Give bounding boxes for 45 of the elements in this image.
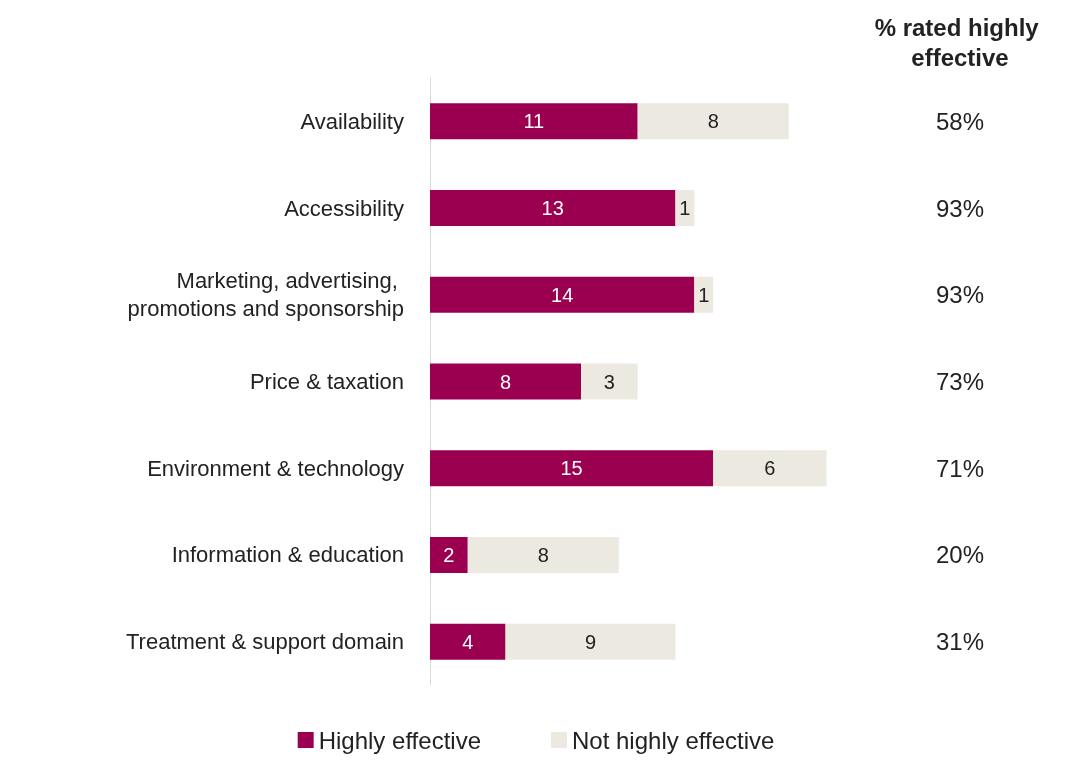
data-label: 8 <box>499 370 512 393</box>
data-label: 1 <box>679 197 691 220</box>
y-tick-label: Treatment & support domain <box>126 629 404 655</box>
data-label: 3 <box>603 370 615 393</box>
y-tick-label: Accessibility <box>284 195 404 221</box>
text: 58% <box>935 107 985 135</box>
y-tick-label: Marketing, advertising, promotions and sponsorship <box>127 268 404 322</box>
data-label: 8 <box>537 543 549 566</box>
legend-label: Not highly effective <box>571 726 775 754</box>
data-label: 14 <box>551 283 574 306</box>
text: % rated highly effective <box>874 13 1046 71</box>
bar <box>430 450 714 487</box>
bar <box>430 276 695 313</box>
data-label: 8 <box>707 110 719 133</box>
data-label: 9 <box>584 630 597 653</box>
data-label: 2 <box>443 543 455 566</box>
data-label: 13 <box>541 197 564 220</box>
bar <box>430 103 638 140</box>
text: 31% <box>935 628 985 656</box>
text: 73% <box>935 368 985 395</box>
bar <box>637 103 789 140</box>
text: 93% <box>935 194 985 222</box>
bar <box>467 536 619 573</box>
y-tick-label: Availability <box>300 108 404 134</box>
bar <box>694 276 714 313</box>
legend-label: Highly effective <box>318 726 481 754</box>
bar <box>713 450 827 487</box>
y-tick-label: Information & education <box>171 542 404 568</box>
data-label: 6 <box>764 457 776 480</box>
data-label: 4 <box>462 630 474 653</box>
bar <box>430 363 582 400</box>
y-tick-label: Environment & technology <box>147 455 404 481</box>
data-label: 15 <box>560 457 583 480</box>
bar <box>505 623 676 660</box>
data-label: 11 <box>523 110 545 133</box>
text: 20% <box>935 541 985 569</box>
bar <box>430 623 506 660</box>
bar <box>581 363 638 400</box>
data-label: 1 <box>698 283 710 306</box>
bar <box>430 190 676 227</box>
y-tick-label: Price & taxation <box>249 369 404 394</box>
bar <box>430 536 468 573</box>
bar <box>675 190 695 227</box>
text: 71% <box>935 454 985 482</box>
text: 93% <box>935 281 985 309</box>
